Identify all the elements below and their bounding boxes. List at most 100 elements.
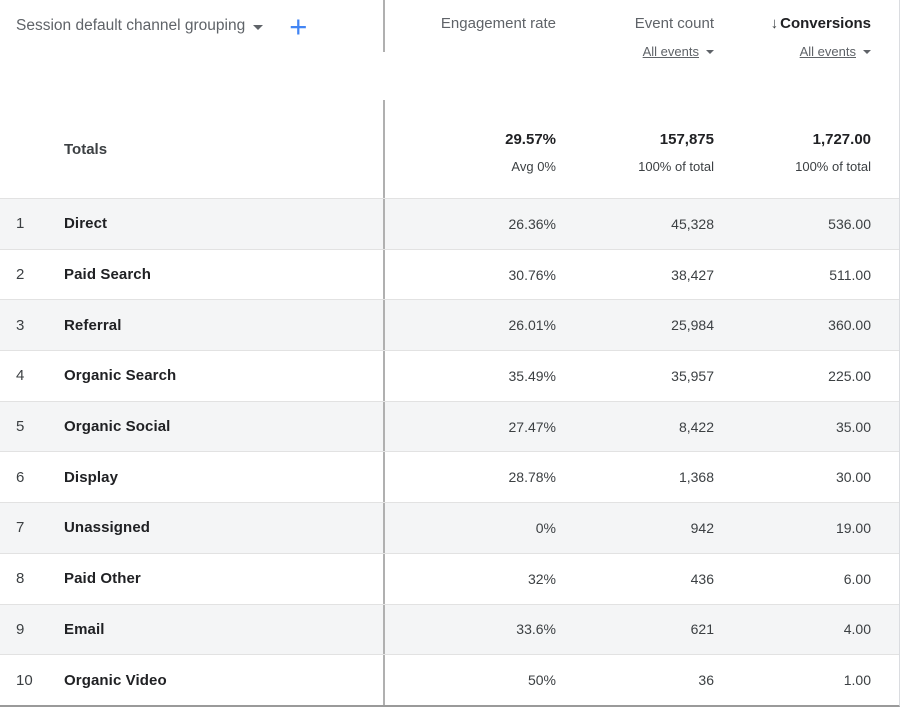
row-index: 3	[16, 316, 25, 334]
conversions-value: 1.00	[843, 672, 871, 689]
row-dimension-cell: 7 Unassigned	[0, 503, 385, 553]
conversions-value: 19.00	[835, 519, 871, 536]
row-dimension-cell: 2 Paid Search	[0, 249, 385, 300]
channel-name: Unassigned	[64, 519, 151, 537]
totals-events-cell: 157,875 100% of total	[556, 100, 714, 198]
row-index: 5	[16, 418, 25, 436]
totals-metrics: 29.57% Avg 0% 157,875 100% of total 1,72…	[385, 100, 899, 198]
conversions-value: 30.00	[835, 469, 871, 486]
channel-name: Referral	[64, 316, 122, 334]
conversions-value: 35.00	[835, 418, 871, 435]
column-label: Engagement rate	[440, 15, 556, 32]
row-metrics: 30.76% 38,427 511.00	[385, 250, 899, 300]
channel-name: Paid Search	[64, 266, 151, 284]
totals-label: Totals	[64, 140, 108, 158]
column-header-conversions[interactable]: ↓ Conversions All events	[714, 0, 871, 100]
engagement-rate-value: 28.78%	[508, 469, 556, 486]
row-dimension-cell: 9 Email	[0, 604, 385, 655]
row-dimension-cell: 4 Organic Search	[0, 351, 385, 401]
engagement-rate-value: 32%	[527, 570, 556, 587]
row-index: 2	[16, 266, 25, 284]
channel-name: Organic Search	[64, 367, 177, 385]
table-row: 9 Email 33.6% 621 4.00	[0, 603, 899, 655]
event-count-value: 621	[690, 621, 714, 638]
row-index: 8	[16, 570, 25, 588]
engagement-rate-value: 0%	[535, 519, 556, 536]
add-dimension-button[interactable]: +	[289, 8, 308, 44]
conversions-value: 6.00	[843, 570, 871, 587]
engagement-rate-value: 35.49%	[508, 367, 556, 384]
event-count-filter-dropdown[interactable]: All events	[556, 44, 714, 59]
event-count-value: 1,368	[678, 469, 714, 486]
conversions-filter-dropdown[interactable]: All events	[714, 44, 871, 59]
table-row: 7 Unassigned 0% 942 19.00	[0, 502, 899, 553]
engagement-rate-value: 50%	[527, 672, 556, 689]
metric-headers: Engagement rate Event count All events ↓…	[385, 0, 899, 100]
event-count-value: 35,957	[671, 367, 714, 384]
totals-engagement-value: 29.57%	[505, 130, 556, 148]
engagement-rate-value: 30.76%	[508, 266, 556, 283]
row-index: 6	[16, 468, 25, 486]
filter-caret-icon	[706, 49, 714, 54]
table-row: 8 Paid Other 32% 436 6.00	[0, 552, 899, 604]
row-metrics: 26.01% 25,984 360.00	[385, 300, 899, 350]
filter-caret-icon	[863, 49, 871, 54]
row-metrics: 33.6% 621 4.00	[385, 605, 899, 655]
column-label-sorted: ↓ Conversions	[714, 13, 871, 35]
totals-conversions-value: 1,727.00	[812, 130, 871, 148]
totals-engagement-cell: 29.57% Avg 0%	[385, 100, 556, 198]
channel-name: Display	[64, 468, 119, 486]
row-dimension-cell: 3 Referral	[0, 300, 385, 351]
conversions-value: 225.00	[828, 367, 871, 384]
row-dimension-cell: 1 Direct	[0, 199, 385, 249]
totals-events-value: 157,875	[659, 130, 714, 148]
row-metrics: 50% 36 1.00	[385, 655, 899, 705]
channel-name: Organic Social	[64, 418, 171, 436]
table-header: Session default channel grouping + Engag…	[0, 0, 899, 100]
row-dimension-cell: 8 Paid Other	[0, 553, 385, 604]
row-metrics: 26.36% 45,328 536.00	[385, 199, 899, 249]
event-count-value: 45,328	[671, 215, 714, 232]
totals-events-subtext: 100% of total	[638, 158, 714, 174]
totals-row: Totals 29.57% Avg 0% 157,875 100% of tot…	[0, 100, 899, 198]
engagement-rate-value: 27.47%	[508, 418, 556, 435]
row-metrics: 35.49% 35,957 225.00	[385, 351, 899, 401]
channel-name: Paid Other	[64, 570, 141, 588]
column-header-event-count[interactable]: Event count All events	[556, 0, 714, 100]
event-count-value: 25,984	[671, 317, 714, 334]
event-count-value: 8,422	[678, 418, 714, 435]
engagement-rate-value: 33.6%	[516, 621, 556, 638]
row-index: 1	[16, 215, 25, 233]
column-label: Conversions	[780, 15, 871, 32]
dimension-header-cell: Session default channel grouping +	[0, 0, 385, 52]
row-index: 7	[16, 519, 25, 537]
table-row: 2 Paid Search 30.76% 38,427 511.00	[0, 248, 899, 300]
dimension-selector[interactable]: Session default channel grouping	[16, 17, 264, 35]
row-metrics: 0% 942 19.00	[385, 503, 899, 553]
row-metrics: 28.78% 1,368 30.00	[385, 452, 899, 502]
conversions-value: 511.00	[829, 266, 871, 283]
event-count-value: 942	[690, 519, 714, 536]
table-row: 4 Organic Search 35.49% 35,957 225.00	[0, 350, 899, 401]
table-row: 1 Direct 26.36% 45,328 536.00	[0, 198, 899, 249]
totals-label-cell: Totals	[0, 100, 385, 198]
event-count-value: 36	[698, 672, 714, 689]
table-row: 5 Organic Social 27.47% 8,422 35.00	[0, 400, 899, 452]
dimension-label: Session default channel grouping	[16, 17, 246, 34]
channel-name: Direct	[64, 215, 108, 233]
conversions-value: 4.00	[843, 621, 871, 638]
row-dimension-cell: 6 Display	[0, 452, 385, 503]
filter-label: All events	[642, 44, 699, 59]
channel-name: Email	[64, 620, 105, 638]
column-label: Event count	[634, 15, 714, 32]
row-metrics: 32% 436 6.00	[385, 554, 899, 604]
row-index: 9	[16, 620, 25, 638]
row-index: 4	[16, 367, 25, 385]
column-header-engagement-rate[interactable]: Engagement rate	[385, 0, 556, 100]
event-count-value: 436	[690, 570, 714, 587]
table-row: 6 Display 28.78% 1,368 30.00	[0, 451, 899, 503]
conversions-value: 360.00	[828, 317, 871, 334]
table-row: 10 Organic Video 50% 36 1.00	[0, 654, 899, 705]
totals-engagement-subtext: Avg 0%	[511, 158, 556, 174]
